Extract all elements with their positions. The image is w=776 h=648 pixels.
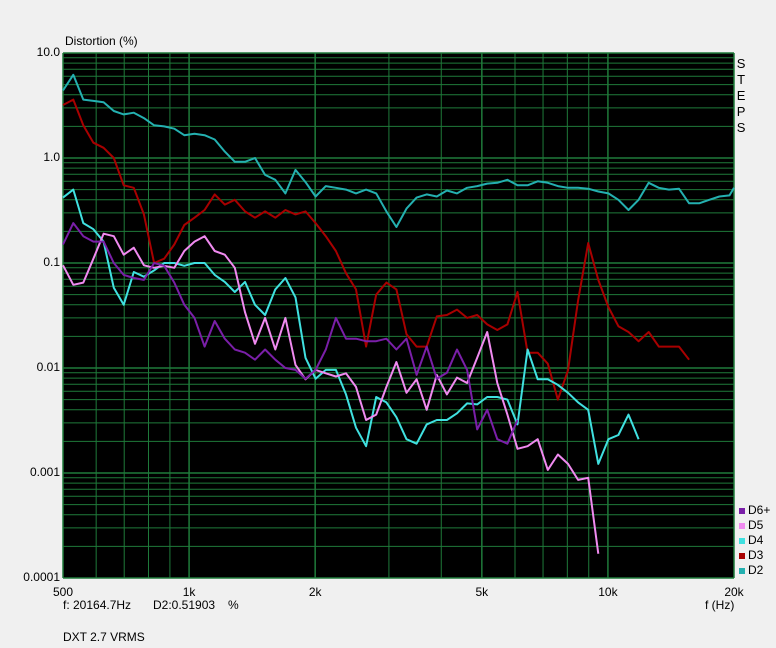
y-tick-label: 0.1: [43, 255, 60, 269]
y-tick-label: 0.001: [30, 465, 60, 479]
legend-label: D6+: [748, 503, 770, 517]
footer-text: DXT 2.7 VRMS: [63, 630, 145, 644]
unit-readout: %: [228, 598, 239, 612]
legend-swatch: [739, 538, 745, 544]
legend-swatch: [739, 523, 745, 529]
value-readout: D2:0.51903: [153, 598, 215, 612]
steps-label: STEPS: [734, 56, 749, 136]
x-tick-label: 5k: [475, 585, 489, 599]
y-tick-label: 0.0001: [23, 570, 60, 584]
plot-area: [63, 53, 734, 578]
x-tick-label: 500: [53, 585, 73, 599]
x-tick-label: 10k: [598, 585, 618, 599]
x-tick-label: 20k: [724, 585, 744, 599]
y-tick-label: 0.01: [37, 360, 61, 374]
y-tick-label: 10.0: [37, 45, 61, 59]
series-line: [62, 98, 690, 401]
series-line: [62, 222, 519, 445]
x-axis-label: f (Hz): [705, 598, 734, 612]
x-tick-label: 1k: [183, 585, 197, 599]
legend-swatch: [739, 568, 745, 574]
legend-label: D2: [748, 563, 764, 577]
legend-label: D3: [748, 548, 764, 562]
legend-swatch: [739, 553, 745, 559]
x-tick-label: 2k: [309, 585, 323, 599]
cursor-readout: f: 20164.7Hz: [63, 598, 131, 612]
series-line: [62, 73, 735, 228]
legend-swatch: [739, 508, 745, 514]
legend-label: D5: [748, 518, 764, 532]
y-tick-label: 1.0: [43, 150, 60, 164]
legend-label: D4: [748, 533, 764, 547]
chart-title: Distortion (%): [65, 34, 138, 48]
